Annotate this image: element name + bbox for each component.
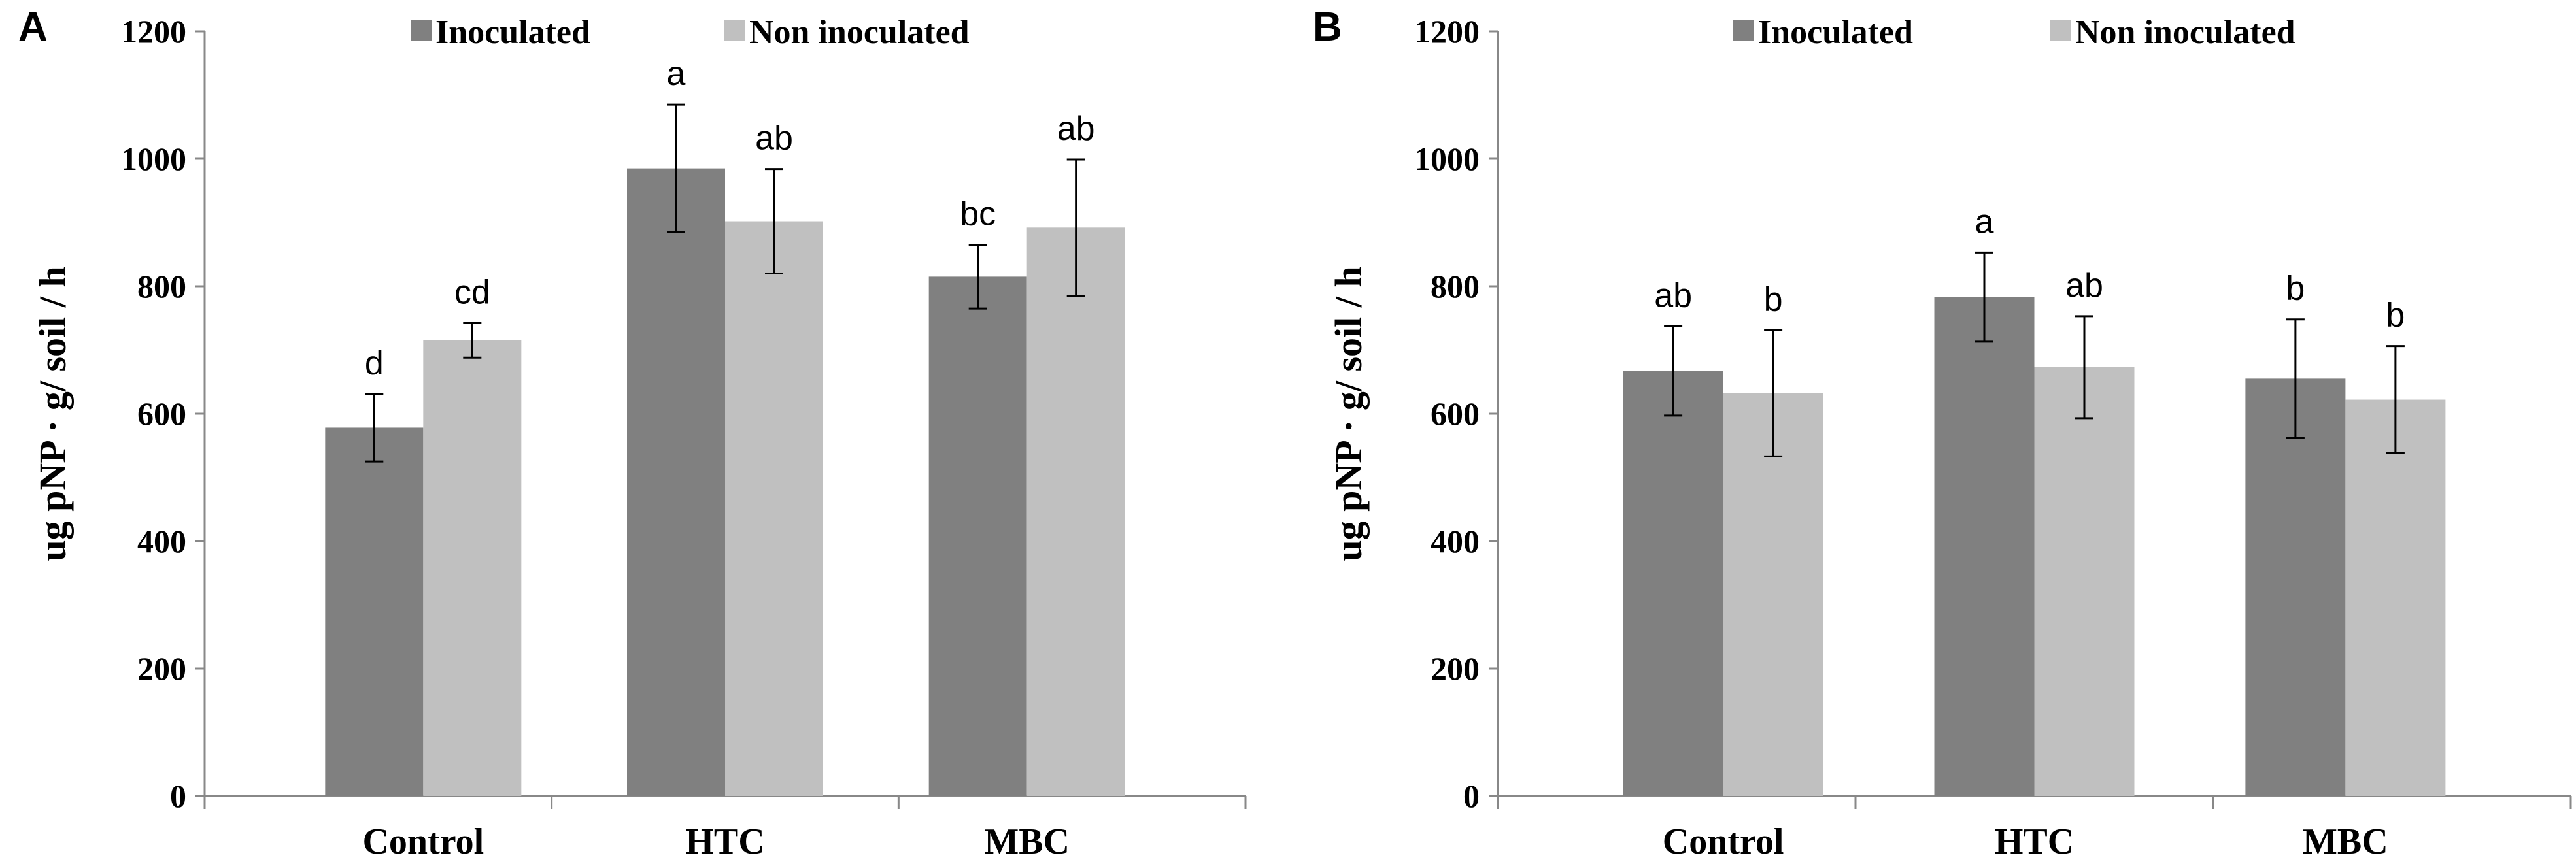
- y-tick-label: 1200: [1414, 13, 1480, 50]
- significance-label: cd: [454, 274, 490, 312]
- legend-label: Inoculated: [1758, 14, 1913, 51]
- bar-inoculated: [1934, 297, 2035, 796]
- y-tick-label: 600: [137, 395, 186, 432]
- chart-panel-b: B 0 200 400 600 800 1000 1200 ug pNP · g/ soil /…: [1313, 5, 2572, 862]
- x-category-label: HTC: [685, 821, 764, 862]
- y-tick-label: 600: [1431, 395, 1480, 432]
- y-tick-label: 400: [1431, 523, 1480, 559]
- legend-swatch: [411, 20, 432, 41]
- y-tick-label: 0: [170, 778, 186, 814]
- bar-non-inoculated: [1026, 227, 1125, 796]
- bar-non-inoculated: [2034, 367, 2135, 796]
- significance-label: ab: [2065, 267, 2103, 305]
- legend-label: Inoculated: [435, 14, 590, 51]
- bar-inoculated: [325, 427, 424, 796]
- x-category-label: MBC: [2303, 821, 2388, 862]
- legend-swatch: [724, 20, 745, 41]
- y-tick-label: 400: [137, 523, 186, 559]
- significance-label: ab: [1654, 276, 1692, 314]
- y-tick-label: 0: [1463, 778, 1480, 814]
- bar-inoculated: [1623, 371, 1723, 796]
- y-tick-label: 1200: [121, 13, 186, 50]
- significance-label: a: [1975, 203, 1994, 240]
- significance-label: a: [667, 55, 686, 93]
- bar-non-inoculated: [423, 340, 522, 796]
- y-tick-label: 800: [1431, 268, 1480, 305]
- x-category-label: Control: [1663, 821, 1784, 862]
- significance-label: b: [1764, 280, 1783, 318]
- bar-inoculated: [627, 168, 725, 796]
- y-tick-label: 800: [137, 268, 186, 305]
- significance-label: ab: [1057, 110, 1095, 148]
- x-category-label: HTC: [1995, 821, 2074, 862]
- bar-non-inoculated: [725, 221, 823, 796]
- y-axis-title: ug pNP · g/ soil / h: [31, 266, 74, 561]
- significance-label: ab: [755, 120, 793, 157]
- x-category-label: Control: [362, 821, 484, 862]
- bar-inoculated: [928, 276, 1027, 796]
- bar-non-inoculated: [1723, 393, 1823, 796]
- bar-inoculated: [2245, 378, 2346, 796]
- legend-swatch: [1733, 20, 1754, 41]
- significance-label: d: [365, 344, 384, 382]
- y-axis-title: ug pNP · g/ soil / h: [1327, 266, 1370, 561]
- significance-label: b: [2386, 297, 2405, 335]
- y-tick-label: 1000: [121, 141, 186, 177]
- y-tick-label: 200: [1431, 650, 1480, 687]
- chart-panel-a: A 0 200 400 600 800 1000 1200 ug pNP · g/ soil /…: [18, 5, 1247, 862]
- significance-label: bc: [960, 195, 996, 233]
- y-tick-label: 1000: [1414, 141, 1480, 177]
- legend-label: Non inoculated: [2075, 14, 2296, 51]
- legend-label: Non inoculated: [749, 14, 970, 51]
- x-category-label: MBC: [984, 821, 1070, 862]
- panel-letter: A: [18, 5, 48, 50]
- legend-swatch: [2050, 20, 2071, 41]
- bar-non-inoculated: [2345, 399, 2446, 796]
- panel-letter: B: [1313, 5, 1342, 50]
- y-tick-label: 200: [137, 650, 186, 687]
- significance-label: b: [2286, 270, 2305, 308]
